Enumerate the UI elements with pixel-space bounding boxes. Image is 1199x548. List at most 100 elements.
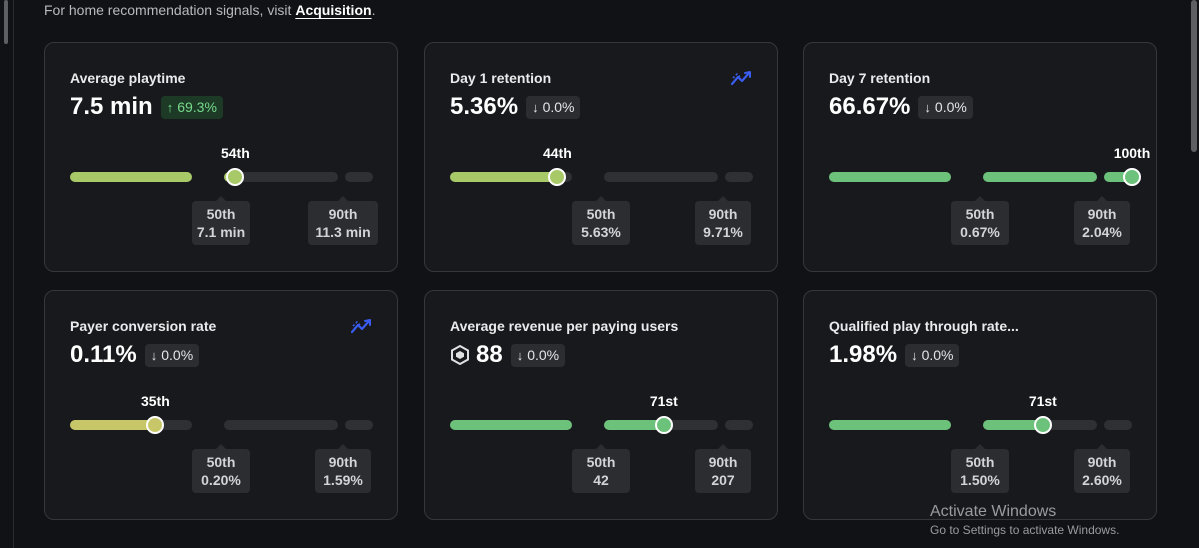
benchmark-bar-fill	[450, 420, 572, 430]
percentile-knob[interactable]	[226, 168, 245, 186]
metric-card-day-7-retention[interactable]: Day 7 retention 66.67% ↓ 0.0% 100th 50th…	[803, 42, 1157, 272]
p50-benchmark: 50th 0.20%	[192, 444, 250, 493]
percentile-knob[interactable]	[654, 416, 673, 434]
left-scrollbar-thumb[interactable]	[4, 0, 8, 44]
metric-title: Day 7 retention	[829, 70, 931, 86]
benchmark-bar-fill	[1104, 172, 1132, 182]
percentile-label: 44th	[542, 145, 572, 161]
benchmark-bar-segment	[725, 172, 753, 182]
delta-value: 0.0%	[921, 347, 954, 363]
arrow-down-icon: ↓	[150, 347, 158, 363]
benchmark-bar-segment	[983, 172, 1097, 182]
delta-badge: ↓ 0.0%	[510, 343, 566, 367]
trend-chart-icon[interactable]	[351, 317, 373, 335]
robux-icon	[451, 345, 469, 365]
p50-benchmark: 50th 7.1 min	[192, 196, 250, 245]
p50-benchmark: 50th 1.50%	[951, 444, 1009, 493]
metric-card-day-1-retention[interactable]: Day 1 retention 5.36% ↓ 0.0% 44th 50th 5…	[424, 42, 778, 272]
metric-value-row: 7.5 min ↑ 69.3%	[70, 93, 223, 121]
metric-value-row: 88 ↓ 0.0%	[450, 341, 566, 369]
metric-title: Day 1 retention	[450, 70, 552, 86]
delta-value: 0.0%	[161, 347, 194, 363]
p50-value: 0.20%	[201, 472, 241, 488]
percentile-knob[interactable]	[146, 416, 165, 434]
benchmark-bar-fill	[70, 420, 156, 430]
p50-label: 50th	[965, 454, 995, 470]
p50-benchmark: 50th 5.63%	[572, 196, 630, 245]
metric-title: Average playtime	[70, 70, 186, 86]
p50-value: 5.63%	[581, 224, 621, 240]
p50-label: 50th	[206, 206, 236, 222]
p90-label: 90th	[708, 206, 738, 222]
benchmark-bar-fill	[829, 172, 951, 182]
delta-badge: ↓ 0.0%	[144, 343, 200, 367]
notice-text: For home recommendation signals, visit	[44, 2, 296, 18]
p90-benchmark: 90th 2.04%	[1074, 196, 1130, 245]
p90-label: 90th	[1087, 206, 1117, 222]
benchmark-bar-fill	[983, 420, 1043, 430]
recommendation-notice: For home recommendation signals, visit A…	[44, 2, 375, 18]
p90-benchmark: 90th 9.71%	[695, 196, 751, 245]
percentile-knob[interactable]	[1033, 416, 1052, 434]
metric-value-row: 66.67% ↓ 0.0%	[829, 93, 973, 121]
benchmark-bar-fill	[829, 420, 951, 430]
delta-badge: ↓ 0.0%	[918, 95, 973, 119]
p50-label: 50th	[586, 206, 616, 222]
p90-benchmark: 90th 2.60%	[1074, 444, 1130, 493]
metric-value: 5.36%	[450, 93, 519, 120]
benchmark-bar-segment	[450, 172, 572, 182]
watermark-title: Activate Windows	[930, 503, 1057, 520]
p50-benchmark: 50th 0.67%	[951, 196, 1009, 245]
benchmark-bar-segment	[70, 172, 192, 182]
benchmark-bar-segment	[1104, 172, 1132, 182]
benchmark-bar-segment	[224, 420, 338, 430]
percentile-label: 71st	[1028, 393, 1057, 409]
p50-value: 0.67%	[960, 224, 1000, 240]
metric-card-qualified-play-through-rate[interactable]: Qualified play through rate... 1.98% ↓ 0…	[803, 290, 1157, 520]
metric-value: 7.5 min	[70, 93, 153, 120]
benchmark-bar-segment	[829, 420, 951, 430]
right-scrollbar-thumb[interactable]	[1191, 0, 1197, 152]
metric-value: 88	[476, 341, 503, 368]
p50-value: 7.1 min	[196, 224, 246, 240]
percentile-label: 35th	[140, 393, 170, 409]
p90-value: 2.60%	[1082, 472, 1122, 488]
metric-card-payer-conversion-rate[interactable]: Payer conversion rate 0.11% ↓ 0.0% 35th …	[44, 290, 398, 520]
metric-card-average-playtime[interactable]: Average playtime 7.5 min ↑ 69.3% 54th 50…	[44, 42, 398, 272]
percentile-label: 71st	[649, 393, 678, 409]
p90-label: 90th	[328, 206, 358, 222]
metric-value: 66.67%	[829, 93, 911, 120]
arrow-down-icon: ↓	[516, 347, 524, 363]
benchmark-bar-fill	[70, 172, 192, 182]
notice-suffix: .	[371, 2, 376, 18]
benchmark-bar-segment	[450, 420, 572, 430]
delta-value: 69.3%	[177, 99, 217, 115]
metric-value: 0.11%	[70, 341, 137, 368]
arrow-down-icon: ↓	[911, 347, 918, 363]
metric-card-average-revenue-per-paying-users[interactable]: Average revenue per paying users 88 ↓ 0.…	[424, 290, 778, 520]
p90-value: 207	[711, 472, 735, 488]
delta-value: 0.0%	[934, 99, 967, 115]
p50-value: 42	[593, 472, 609, 488]
trend-chart-icon[interactable]	[731, 69, 753, 87]
p50-label: 50th	[965, 206, 995, 222]
percentile-knob[interactable]	[548, 168, 567, 186]
percentile-knob[interactable]	[1123, 168, 1141, 186]
benchmark-bar-segment	[725, 420, 753, 430]
metric-title: Average revenue per paying users	[450, 318, 679, 334]
percentile-label: 100th	[1113, 145, 1151, 161]
p90-benchmark: 90th 11.3 min	[308, 196, 378, 245]
p90-value: 9.71%	[703, 224, 743, 240]
arrow-down-icon: ↓	[924, 99, 931, 115]
p50-value: 1.50%	[960, 472, 1000, 488]
acquisition-link[interactable]: Acquisition	[295, 2, 372, 18]
p90-label: 90th	[1087, 454, 1117, 470]
arrow-down-icon: ↓	[532, 99, 539, 115]
metric-title: Qualified play through rate...	[829, 318, 1019, 334]
benchmark-bar-segment	[345, 420, 373, 430]
benchmark-bar-segment	[1104, 420, 1132, 430]
metric-value-row: 1.98% ↓ 0.0%	[829, 341, 960, 369]
p90-value: 1.59%	[323, 472, 363, 488]
metric-value: 1.98%	[829, 341, 898, 368]
